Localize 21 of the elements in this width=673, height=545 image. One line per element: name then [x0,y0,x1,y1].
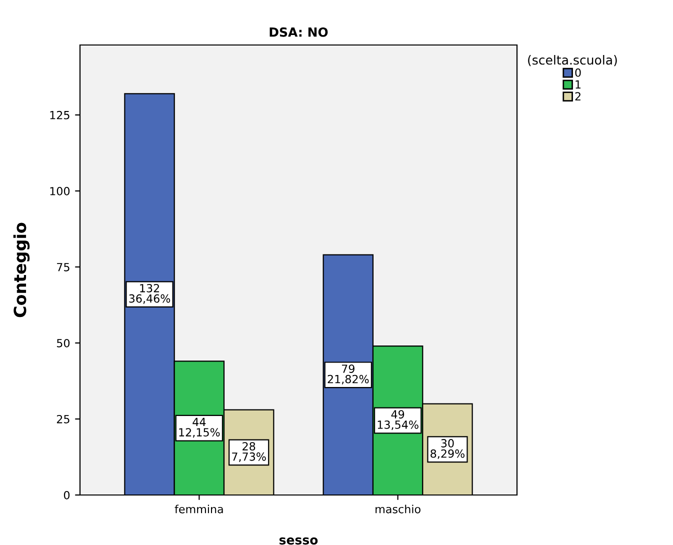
x-tick-label: femmina [174,504,223,514]
legend-title: (scelta.scuola) [528,55,617,66]
data-label: 30 8,29% [430,439,465,459]
y-axis-title: Conteggio [13,222,30,318]
legend-label: 0 [575,68,581,77]
chart-title: DSA: NO [270,27,328,37]
data-label: 49 13,54% [378,410,418,430]
data-label: 44 12,15% [179,418,220,438]
data-label: 132 36,46% [129,284,170,304]
data-label: 79 21,82% [328,364,369,384]
y-tick-label: 50 [56,338,70,348]
x-tick-label: maschio [376,504,420,514]
y-tick-label: 25 [56,414,70,424]
y-tick-label: 0 [64,490,70,500]
x-axis-title: sesso [279,537,318,545]
data-label: 28 7,73% [232,442,266,462]
legend-label: 1 [576,80,581,89]
legend-label: 2 [575,92,580,100]
y-tick-label: 125 [50,110,70,120]
y-tick-label: 100 [50,186,70,196]
y-tick-label: 75 [57,263,70,272]
